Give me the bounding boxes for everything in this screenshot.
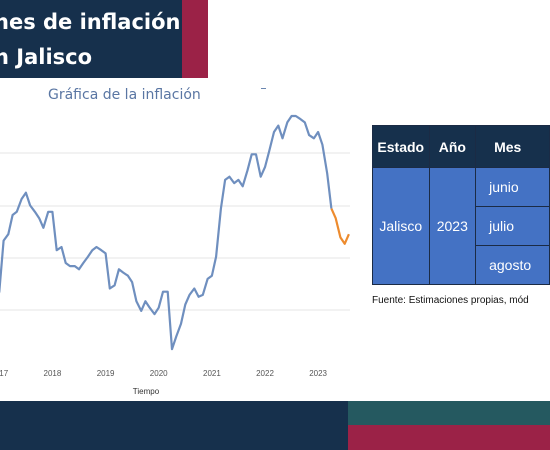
- x-tick-label: 2023: [309, 369, 327, 378]
- chart-x-ticks: 2017 2018 2019 2020 2021 2022 2023: [0, 369, 328, 378]
- x-tick-label: 2017: [0, 369, 9, 378]
- chart-series: [0, 114, 350, 351]
- decorative-dash: [261, 88, 266, 89]
- footer-bar-navy: [0, 401, 348, 450]
- header-anio: Año: [428, 125, 477, 168]
- header-estado: Estado: [372, 125, 430, 168]
- cell-anio: 2023: [428, 167, 477, 285]
- x-tick-label: 2019: [97, 369, 115, 378]
- x-tick-label: 2020: [150, 369, 168, 378]
- table-row: agosto: [373, 245, 550, 285]
- forecast-series-line: [330, 208, 350, 245]
- inflation-table: Estado Año Mes Jalisco 2023 junio julio …: [372, 125, 550, 285]
- title-accent-bar: [182, 0, 208, 78]
- x-tick-label: 2022: [256, 369, 274, 378]
- footer-bar-maroon: [348, 425, 550, 450]
- chart-title: Gráfica de la inflación: [48, 87, 201, 103]
- source-note: Fuente: Estimaciones propias, mód: [372, 295, 529, 306]
- table-header-row: Estado Año Mes: [372, 125, 550, 168]
- table-row: Jalisco 2023 junio: [372, 167, 550, 285]
- slide-title-line-1: nes de inflación: [0, 10, 181, 34]
- cell-mes-3: agosto: [475, 245, 550, 285]
- inflation-chart: 2017 2018 2019 2020 2021 2022 2023 Tiempo: [0, 114, 350, 396]
- cell-estado: Jalisco: [372, 167, 430, 285]
- x-tick-label: 2018: [44, 369, 62, 378]
- footer-bar-teal: [348, 401, 550, 425]
- x-axis-label: Tiempo: [133, 387, 160, 396]
- chart-gridlines: [0, 152, 350, 311]
- cell-mes-1: junio: [475, 167, 550, 207]
- cell-mes-2: julio: [475, 206, 550, 246]
- header-mes: Mes: [475, 125, 550, 168]
- title-banner: nes de inflación n Jalisco: [0, 0, 182, 78]
- historical-series-line: [0, 114, 333, 351]
- x-tick-label: 2021: [203, 369, 221, 378]
- slide-title-line-2: n Jalisco: [0, 45, 93, 69]
